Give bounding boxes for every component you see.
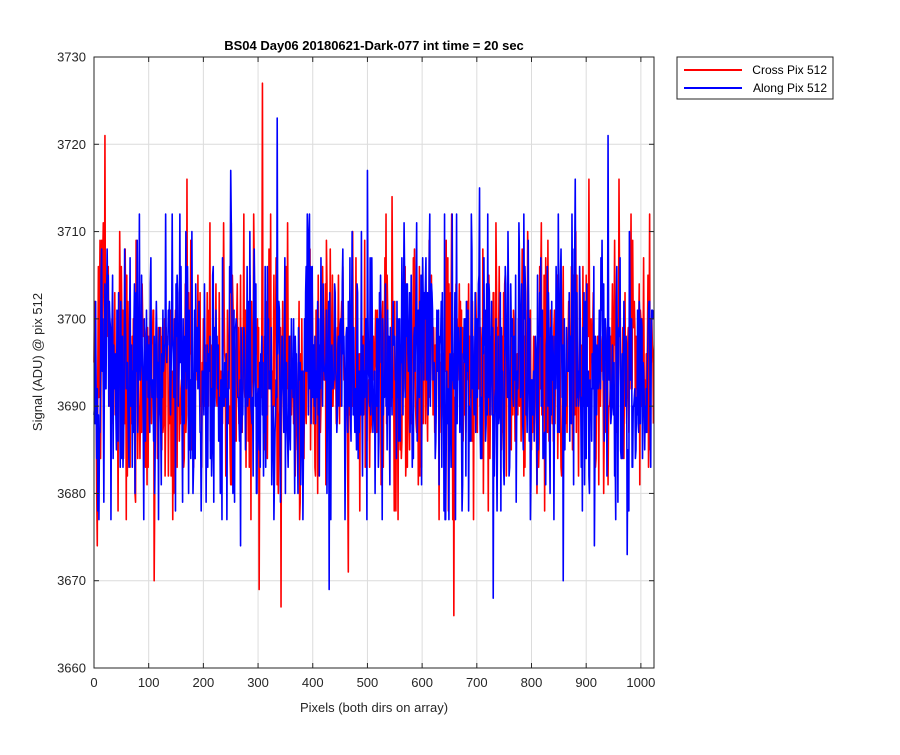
- y-tick-label: 3680: [57, 486, 86, 501]
- y-tick-label: 3690: [57, 399, 86, 414]
- x-tick-label: 700: [466, 675, 488, 690]
- y-axis-label: Signal (ADU) @ pix 512: [30, 293, 45, 431]
- x-axis-label: Pixels (both dirs on array): [300, 700, 448, 715]
- x-tick-labels: 0 100 200 300 400 500 600 700 800 900 1000: [90, 675, 655, 690]
- x-tick-label: 0: [90, 675, 97, 690]
- legend-box: [676, 56, 834, 100]
- chart-title: BS04 Day06 20180621-Dark-077 int time = …: [224, 38, 524, 53]
- x-tick-label: 1000: [626, 675, 655, 690]
- y-tick-label: 3720: [57, 137, 86, 152]
- x-tick-label: 600: [411, 675, 433, 690]
- x-tick-label: 300: [247, 675, 269, 690]
- legend-label-cross: Cross Pix 512: [752, 63, 827, 77]
- x-tick-label: 200: [193, 675, 215, 690]
- x-tick-label: 500: [357, 675, 379, 690]
- series-lines: [93, 82, 655, 617]
- axes-frame: [93, 56, 655, 669]
- x-tick-label: 100: [138, 675, 160, 690]
- y-tick-label: 3700: [57, 311, 86, 326]
- axis-ticks: [93, 56, 654, 669]
- y-tick-label: 3710: [57, 224, 86, 239]
- legend: Cross Pix 512 Along Pix 512: [676, 56, 834, 100]
- y-tick-labels: 3660 3670 3680 3690 3700 3710 3720 3730: [57, 50, 86, 676]
- legend-label-along: Along Pix 512: [753, 81, 827, 95]
- x-tick-label: 900: [575, 675, 597, 690]
- y-tick-label: 3670: [57, 573, 86, 588]
- x-tick-label: 400: [302, 675, 324, 690]
- series-line-along-pix-512: [93, 117, 655, 599]
- y-tick-label: 3730: [57, 50, 86, 65]
- y-tick-label: 3660: [57, 661, 86, 676]
- x-tick-label: 800: [521, 675, 543, 690]
